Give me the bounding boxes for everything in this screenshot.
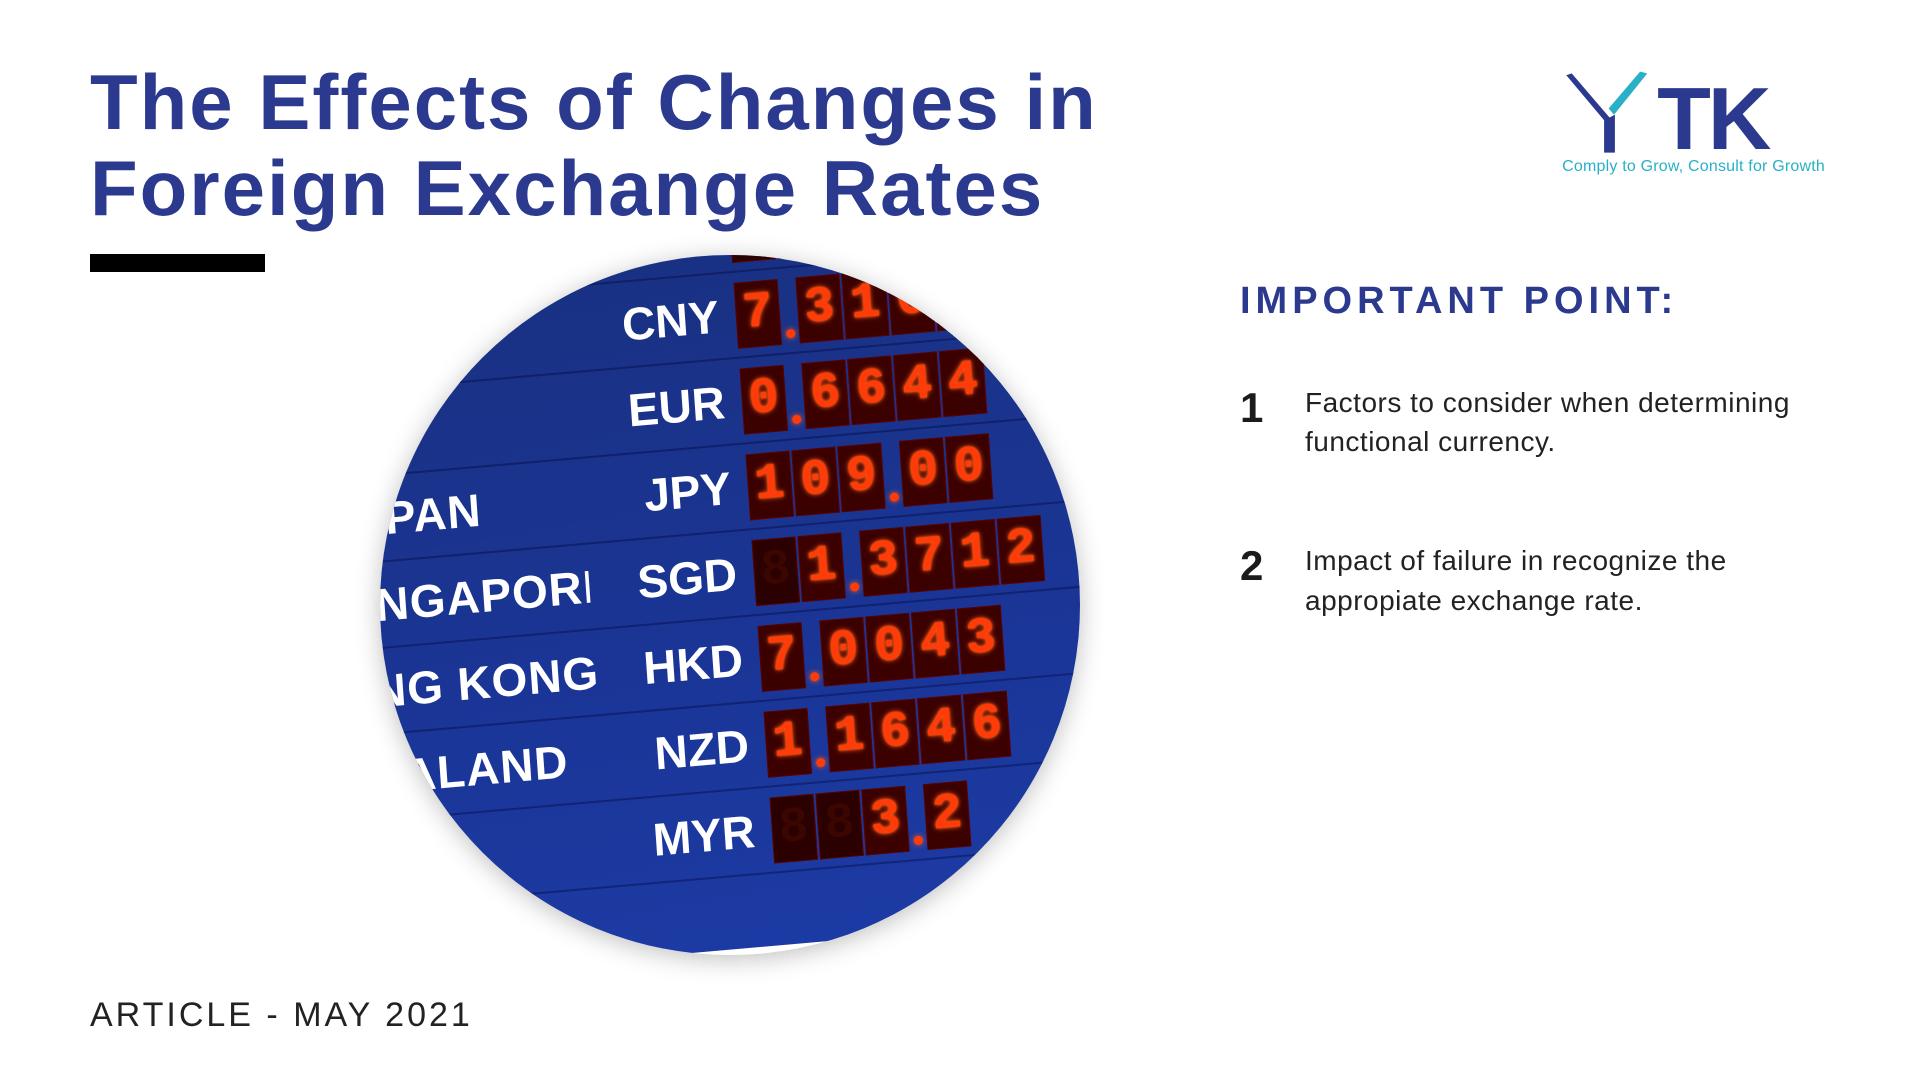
- country-label: URO: [380, 388, 579, 465]
- rate-display: 73165: [734, 262, 982, 349]
- title-block: The Effects of Changes in Foreign Exchan…: [90, 60, 1290, 272]
- country-label: ZEALAND: [380, 731, 603, 808]
- rate-display: 813712: [752, 515, 1046, 606]
- country-label: [380, 844, 607, 867]
- rate-display: 11646: [764, 691, 1012, 778]
- important-points-block: IMPORTANT POINT: 1 Factors to consider wh…: [1240, 280, 1820, 700]
- currency-code: SGD: [615, 547, 738, 611]
- page-title-line2: Foreign Exchange Rates: [90, 146, 1290, 232]
- currency-code: JPY: [609, 461, 732, 525]
- article-date: ARTICLE - MAY 2021: [90, 996, 473, 1035]
- point-text: Impact of failure in recognize the appro…: [1305, 541, 1820, 619]
- currency-code: EUR: [603, 375, 726, 439]
- country-label: ONG KONG: [380, 645, 597, 722]
- exchange-board-image: CAD8809NACNY73165UROEUR06644JAPANJPY1090…: [380, 255, 1080, 955]
- point-number: 1: [1240, 383, 1275, 461]
- title-underline: [90, 254, 265, 272]
- rate-display: 10900: [746, 433, 994, 520]
- important-heading: IMPORTANT POINT:: [1240, 280, 1820, 323]
- country-label: JAPAN: [380, 474, 585, 551]
- important-point: 2 Impact of failure in recognize the appr…: [1240, 541, 1820, 619]
- logo-y-icon: [1562, 68, 1657, 158]
- point-number: 2: [1240, 541, 1275, 619]
- currency-code: NZD: [627, 718, 750, 782]
- important-point: 1 Factors to consider when determining fu…: [1240, 383, 1820, 461]
- logo-tk-text: TK: [1657, 79, 1768, 158]
- currency-code: CNY: [597, 289, 720, 353]
- currency-code: MYR: [633, 804, 756, 868]
- rate-display: 70043: [758, 605, 1006, 692]
- exchange-board: CAD8809NACNY73165UROEUR06644JAPANJPY1090…: [380, 255, 1080, 955]
- page-title-line1: The Effects of Changes in: [90, 60, 1290, 146]
- currency-code: HKD: [621, 633, 744, 697]
- country-label: NA: [380, 302, 573, 379]
- logo-tagline: Comply to Grow, Consult for Growth: [1562, 158, 1825, 176]
- rate-display: 8832: [770, 780, 972, 863]
- rate-display: 06644: [740, 347, 988, 434]
- currency-code: CAD: [591, 255, 714, 268]
- logo-mark: TK: [1562, 68, 1825, 158]
- country-label: SINGAPORE: [380, 560, 591, 637]
- point-text: Factors to consider when determining fun…: [1305, 383, 1820, 461]
- ytk-logo: TK Comply to Grow, Consult for Growth: [1562, 68, 1825, 176]
- country-label: [380, 255, 565, 266]
